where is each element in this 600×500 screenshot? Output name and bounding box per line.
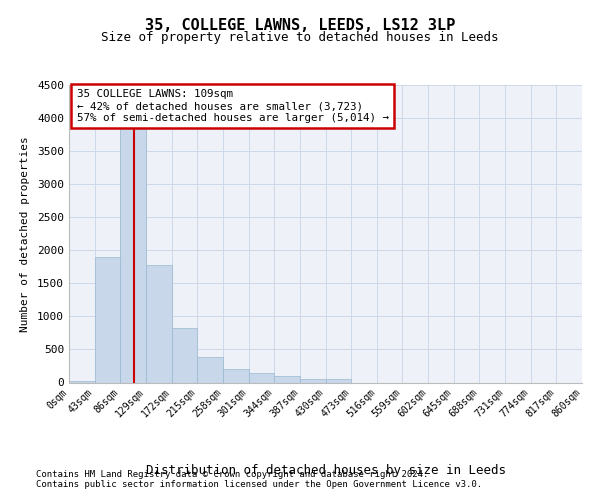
Bar: [69, 380, 95, 382]
Bar: [325, 379, 351, 382]
Bar: [146, 265, 172, 382]
Text: Size of property relative to detached houses in Leeds: Size of property relative to detached ho…: [101, 32, 499, 44]
Y-axis label: Number of detached properties: Number of detached properties: [20, 136, 30, 332]
Text: 35, COLLEGE LAWNS, LEEDS, LS12 3LP: 35, COLLEGE LAWNS, LEEDS, LS12 3LP: [145, 18, 455, 32]
Bar: [197, 356, 223, 382]
Bar: [274, 376, 300, 382]
Text: Contains public sector information licensed under the Open Government Licence v3: Contains public sector information licen…: [36, 480, 482, 489]
X-axis label: Distribution of detached houses by size in Leeds: Distribution of detached houses by size …: [146, 464, 505, 477]
Text: Contains HM Land Registry data © Crown copyright and database right 2024.: Contains HM Land Registry data © Crown c…: [36, 470, 428, 479]
Bar: [172, 328, 197, 382]
Bar: [223, 370, 248, 382]
Bar: [248, 373, 274, 382]
Text: 35 COLLEGE LAWNS: 109sqm
← 42% of detached houses are smaller (3,723)
57% of sem: 35 COLLEGE LAWNS: 109sqm ← 42% of detach…: [77, 90, 389, 122]
Bar: [95, 257, 121, 382]
Bar: [121, 114, 146, 382]
Bar: [300, 379, 325, 382]
